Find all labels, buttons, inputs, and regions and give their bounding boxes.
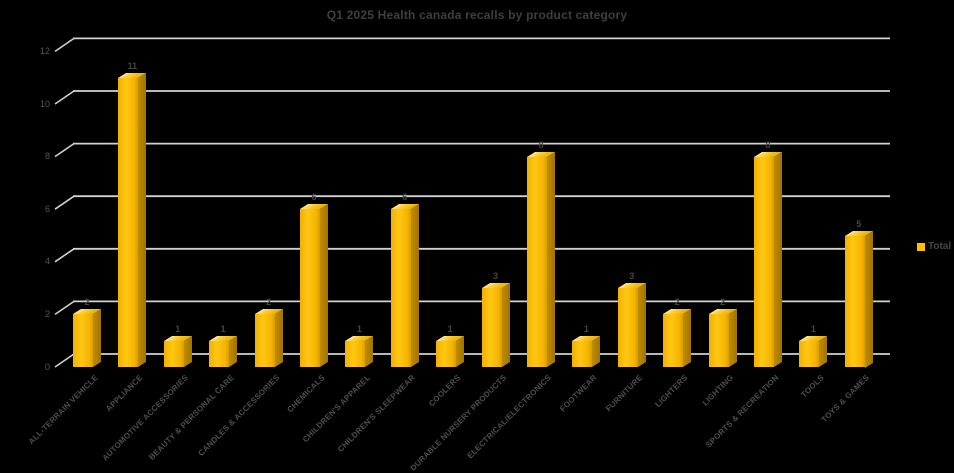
bar-value-label: 1 bbox=[175, 323, 181, 334]
y-tick-label: 8 bbox=[44, 151, 50, 162]
bar-side-face bbox=[819, 335, 828, 367]
bar-side-face bbox=[229, 335, 238, 367]
bar-front-face bbox=[300, 209, 320, 367]
bar-value-label: 3 bbox=[629, 271, 635, 282]
bar-side-face bbox=[138, 72, 147, 368]
bar-side-face bbox=[592, 335, 601, 367]
bar-side-face bbox=[774, 151, 782, 367]
bar-value-label: 6 bbox=[402, 192, 408, 203]
bar-front-face bbox=[708, 314, 729, 367]
bar-side-face bbox=[274, 309, 283, 367]
bar-side-face bbox=[728, 309, 737, 367]
bar-14: 2 bbox=[708, 0, 739, 367]
bar-front-face bbox=[73, 314, 93, 367]
bar-17: 5 bbox=[844, 0, 875, 367]
legend-swatch-icon bbox=[917, 242, 925, 251]
bar-10: 8 bbox=[527, 0, 557, 367]
bar-front-face bbox=[163, 340, 184, 367]
bar-7: 6 bbox=[390, 0, 421, 367]
bar-side-face bbox=[93, 309, 101, 367]
bar-front-face bbox=[436, 340, 457, 367]
bar-12: 3 bbox=[617, 0, 648, 367]
y-tick-label: 12 bbox=[39, 45, 50, 56]
y-tick-label: 10 bbox=[39, 98, 50, 109]
bar-value-label: 2 bbox=[720, 297, 726, 308]
bar-value-label: 8 bbox=[538, 139, 544, 150]
bar-value-label: 2 bbox=[674, 297, 680, 308]
bar-side-face bbox=[501, 283, 510, 367]
bar-2: 1 bbox=[163, 0, 194, 367]
bar-value-label: 8 bbox=[765, 139, 771, 150]
bar-side-face bbox=[456, 335, 465, 367]
bar-front-face bbox=[209, 340, 230, 367]
bar-8: 1 bbox=[436, 0, 466, 367]
bar-front-face bbox=[617, 288, 638, 367]
bar-value-label: 1 bbox=[583, 323, 589, 334]
bar-side-face bbox=[183, 335, 192, 367]
bar-value-label: 2 bbox=[266, 297, 272, 308]
bar-value-label: 1 bbox=[356, 323, 362, 334]
bar-front-face bbox=[844, 235, 865, 367]
y-tick-label: 6 bbox=[44, 203, 50, 214]
bar-value-label: 5 bbox=[856, 218, 862, 229]
bar-front-face bbox=[254, 314, 275, 367]
bar-13: 2 bbox=[663, 0, 693, 367]
bar-value-label: 1 bbox=[447, 323, 453, 334]
bar-5: 6 bbox=[300, 0, 330, 367]
y-tick-label: 2 bbox=[44, 308, 50, 319]
bar-front-face bbox=[663, 314, 684, 367]
bar-11: 1 bbox=[572, 0, 602, 367]
bar-front-face bbox=[754, 156, 774, 367]
bar-side-face bbox=[637, 283, 646, 367]
bar-value-label: 11 bbox=[127, 60, 138, 71]
bar-side-face bbox=[864, 230, 873, 367]
bar-value-label: 1 bbox=[810, 323, 816, 334]
bar-16: 1 bbox=[799, 0, 829, 367]
bar-value-label: 3 bbox=[493, 271, 499, 282]
y-tick-label: 4 bbox=[44, 256, 50, 267]
bar-front-face bbox=[799, 340, 820, 367]
bar-15: 8 bbox=[754, 0, 784, 367]
legend: Total bbox=[917, 241, 951, 252]
bar-side-face bbox=[547, 151, 555, 367]
bar-front-face bbox=[345, 340, 366, 367]
bar-6: 1 bbox=[345, 0, 375, 367]
bar-value-label: 2 bbox=[84, 297, 90, 308]
y-tick-label: 0 bbox=[44, 361, 50, 372]
bar-value-label: 6 bbox=[311, 192, 317, 203]
bar-side-face bbox=[320, 204, 328, 367]
bar-value-label: 1 bbox=[220, 323, 226, 334]
bar-front-face bbox=[118, 77, 139, 367]
bar-side-face bbox=[365, 335, 374, 367]
bar-front-face bbox=[572, 340, 593, 367]
legend-label: Total bbox=[928, 241, 952, 252]
chart-title: Q1 2025 Health canada recalls by product… bbox=[326, 8, 628, 22]
bar-side-face bbox=[410, 204, 419, 367]
bar-side-face bbox=[683, 309, 692, 367]
bar-3: 1 bbox=[209, 0, 239, 367]
bar-4: 2 bbox=[254, 0, 285, 367]
bar-front-face bbox=[481, 288, 502, 367]
bar-9: 3 bbox=[481, 0, 512, 367]
bar-front-face bbox=[527, 156, 547, 367]
bar-1: 11 bbox=[118, 0, 148, 368]
bar-front-face bbox=[390, 209, 411, 367]
bar-0: 2 bbox=[73, 0, 103, 367]
